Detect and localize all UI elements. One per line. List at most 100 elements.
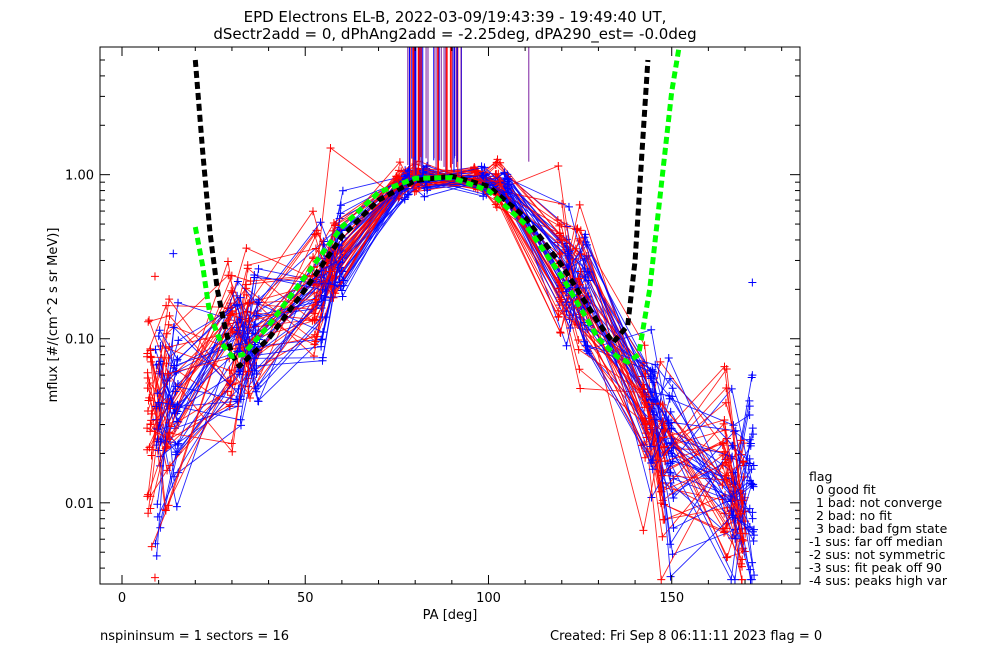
data-point-blue <box>585 268 594 277</box>
data-point-blue <box>170 408 179 417</box>
outlier-point-red <box>150 272 159 281</box>
data-point-blue <box>336 201 345 210</box>
legend-entry-far-off-median: -1 sus: far off median <box>809 534 943 549</box>
data-point-red <box>144 509 153 518</box>
data-point-red <box>491 160 500 169</box>
footer-created-info: Created: Fri Sep 8 06:11:11 2023 flag = … <box>550 629 822 644</box>
data-point-blue <box>504 188 513 197</box>
data-point-blue <box>747 480 756 489</box>
x-axis-label: PA [deg] <box>423 608 478 623</box>
data-point-blue <box>727 507 736 516</box>
outlier-point-blue <box>748 371 757 380</box>
chart-title-line-2: dSectr2add = 0, dPhAng2add = -2.25deg, d… <box>213 25 696 44</box>
data-point-blue <box>153 500 162 509</box>
data-point-blue <box>580 337 589 346</box>
data-point-blue <box>233 277 242 286</box>
data-point-blue <box>564 262 573 271</box>
data-point-red <box>721 398 730 407</box>
x-tick-label: 50 <box>297 591 314 606</box>
data-point-red <box>639 416 648 425</box>
data-point-red <box>223 257 232 266</box>
data-point-red <box>329 219 338 228</box>
y-tick-label: 0.01 <box>65 497 94 512</box>
data-point-red <box>720 509 729 518</box>
data-point-red <box>575 200 584 209</box>
data-point-red <box>656 357 665 366</box>
data-point-blue <box>746 441 755 450</box>
data-point-red <box>657 575 666 584</box>
data-point-blue <box>503 184 512 193</box>
data-point-blue <box>171 382 180 391</box>
outlier-point-blue <box>169 249 178 258</box>
data-point-red <box>720 415 729 424</box>
data-point-red <box>641 453 650 462</box>
data-point-red <box>556 328 565 337</box>
data-point-blue <box>337 286 346 295</box>
data-point-blue <box>648 367 657 376</box>
data-point-blue <box>750 531 759 540</box>
data-point-blue <box>730 575 739 584</box>
data-point-blue <box>564 202 573 211</box>
data-point-blue <box>731 534 740 543</box>
data-point-blue <box>171 369 180 378</box>
data-point-blue <box>153 389 162 398</box>
data-point-red <box>144 317 153 326</box>
data-point-red <box>308 316 317 325</box>
data-point-blue <box>233 347 242 356</box>
data-point-red <box>575 365 584 374</box>
data-point-blue <box>174 336 183 345</box>
data-point-red <box>722 364 731 373</box>
data-point-blue <box>155 403 164 412</box>
data-point-red <box>146 504 155 513</box>
legend-entry-peaks-high-var: -4 sus: peaks high var <box>809 573 948 588</box>
data-point-red <box>395 158 404 167</box>
data-point-red <box>638 384 647 393</box>
data-point-blue <box>339 276 348 285</box>
data-point-red <box>575 234 584 243</box>
data-point-blue <box>321 292 330 301</box>
legend-entry-bad-fgm: 3 bad: bad fgm state <box>812 521 948 536</box>
data-point-blue <box>646 442 655 451</box>
data-point-red <box>164 320 173 329</box>
data-point-blue <box>151 345 160 354</box>
y-axis-label: mflux [#/(cm^2 s sr MeV)] <box>46 228 61 403</box>
data-point-red <box>146 419 155 428</box>
data-point-red <box>165 295 174 304</box>
data-point-blue <box>154 398 163 407</box>
data-point-blue <box>669 493 678 502</box>
data-point-blue <box>669 524 678 533</box>
data-point-red <box>658 496 667 505</box>
data-point-red <box>738 535 747 544</box>
data-point-red <box>393 174 402 183</box>
data-point-blue <box>745 396 754 405</box>
fit-curve-green <box>192 47 682 365</box>
data-point-blue <box>566 324 575 333</box>
chart-title-line-1: EPD Electrons EL-B, 2022-03-09/19:43:39 … <box>244 8 667 26</box>
legend-entry-fit-peak-off: -3 sus: fit peak off 90 <box>809 560 942 575</box>
spin-trace-red <box>149 165 743 551</box>
data-point-red <box>165 429 174 438</box>
data-point-red <box>227 271 236 280</box>
data-point-red <box>718 440 727 449</box>
data-point-blue <box>250 366 259 375</box>
data-point-blue <box>668 384 677 393</box>
data-point-red <box>161 343 170 352</box>
data-point-red <box>146 357 155 366</box>
data-point-red <box>640 403 649 412</box>
data-point-blue <box>233 300 242 309</box>
data-point-red <box>225 366 234 375</box>
data-point-blue <box>250 354 259 363</box>
data-point-blue <box>648 456 657 465</box>
data-point-blue <box>745 410 754 419</box>
data-point-blue <box>156 437 165 446</box>
data-point-red <box>144 396 153 405</box>
data-point-blue <box>666 572 675 581</box>
data-point-blue <box>503 174 512 183</box>
data-point-blue <box>727 492 736 501</box>
data-point-blue <box>664 354 673 363</box>
data-point-red <box>555 250 564 259</box>
data-point-blue <box>479 171 488 180</box>
data-point-red <box>737 529 746 538</box>
data-point-red <box>719 524 728 533</box>
